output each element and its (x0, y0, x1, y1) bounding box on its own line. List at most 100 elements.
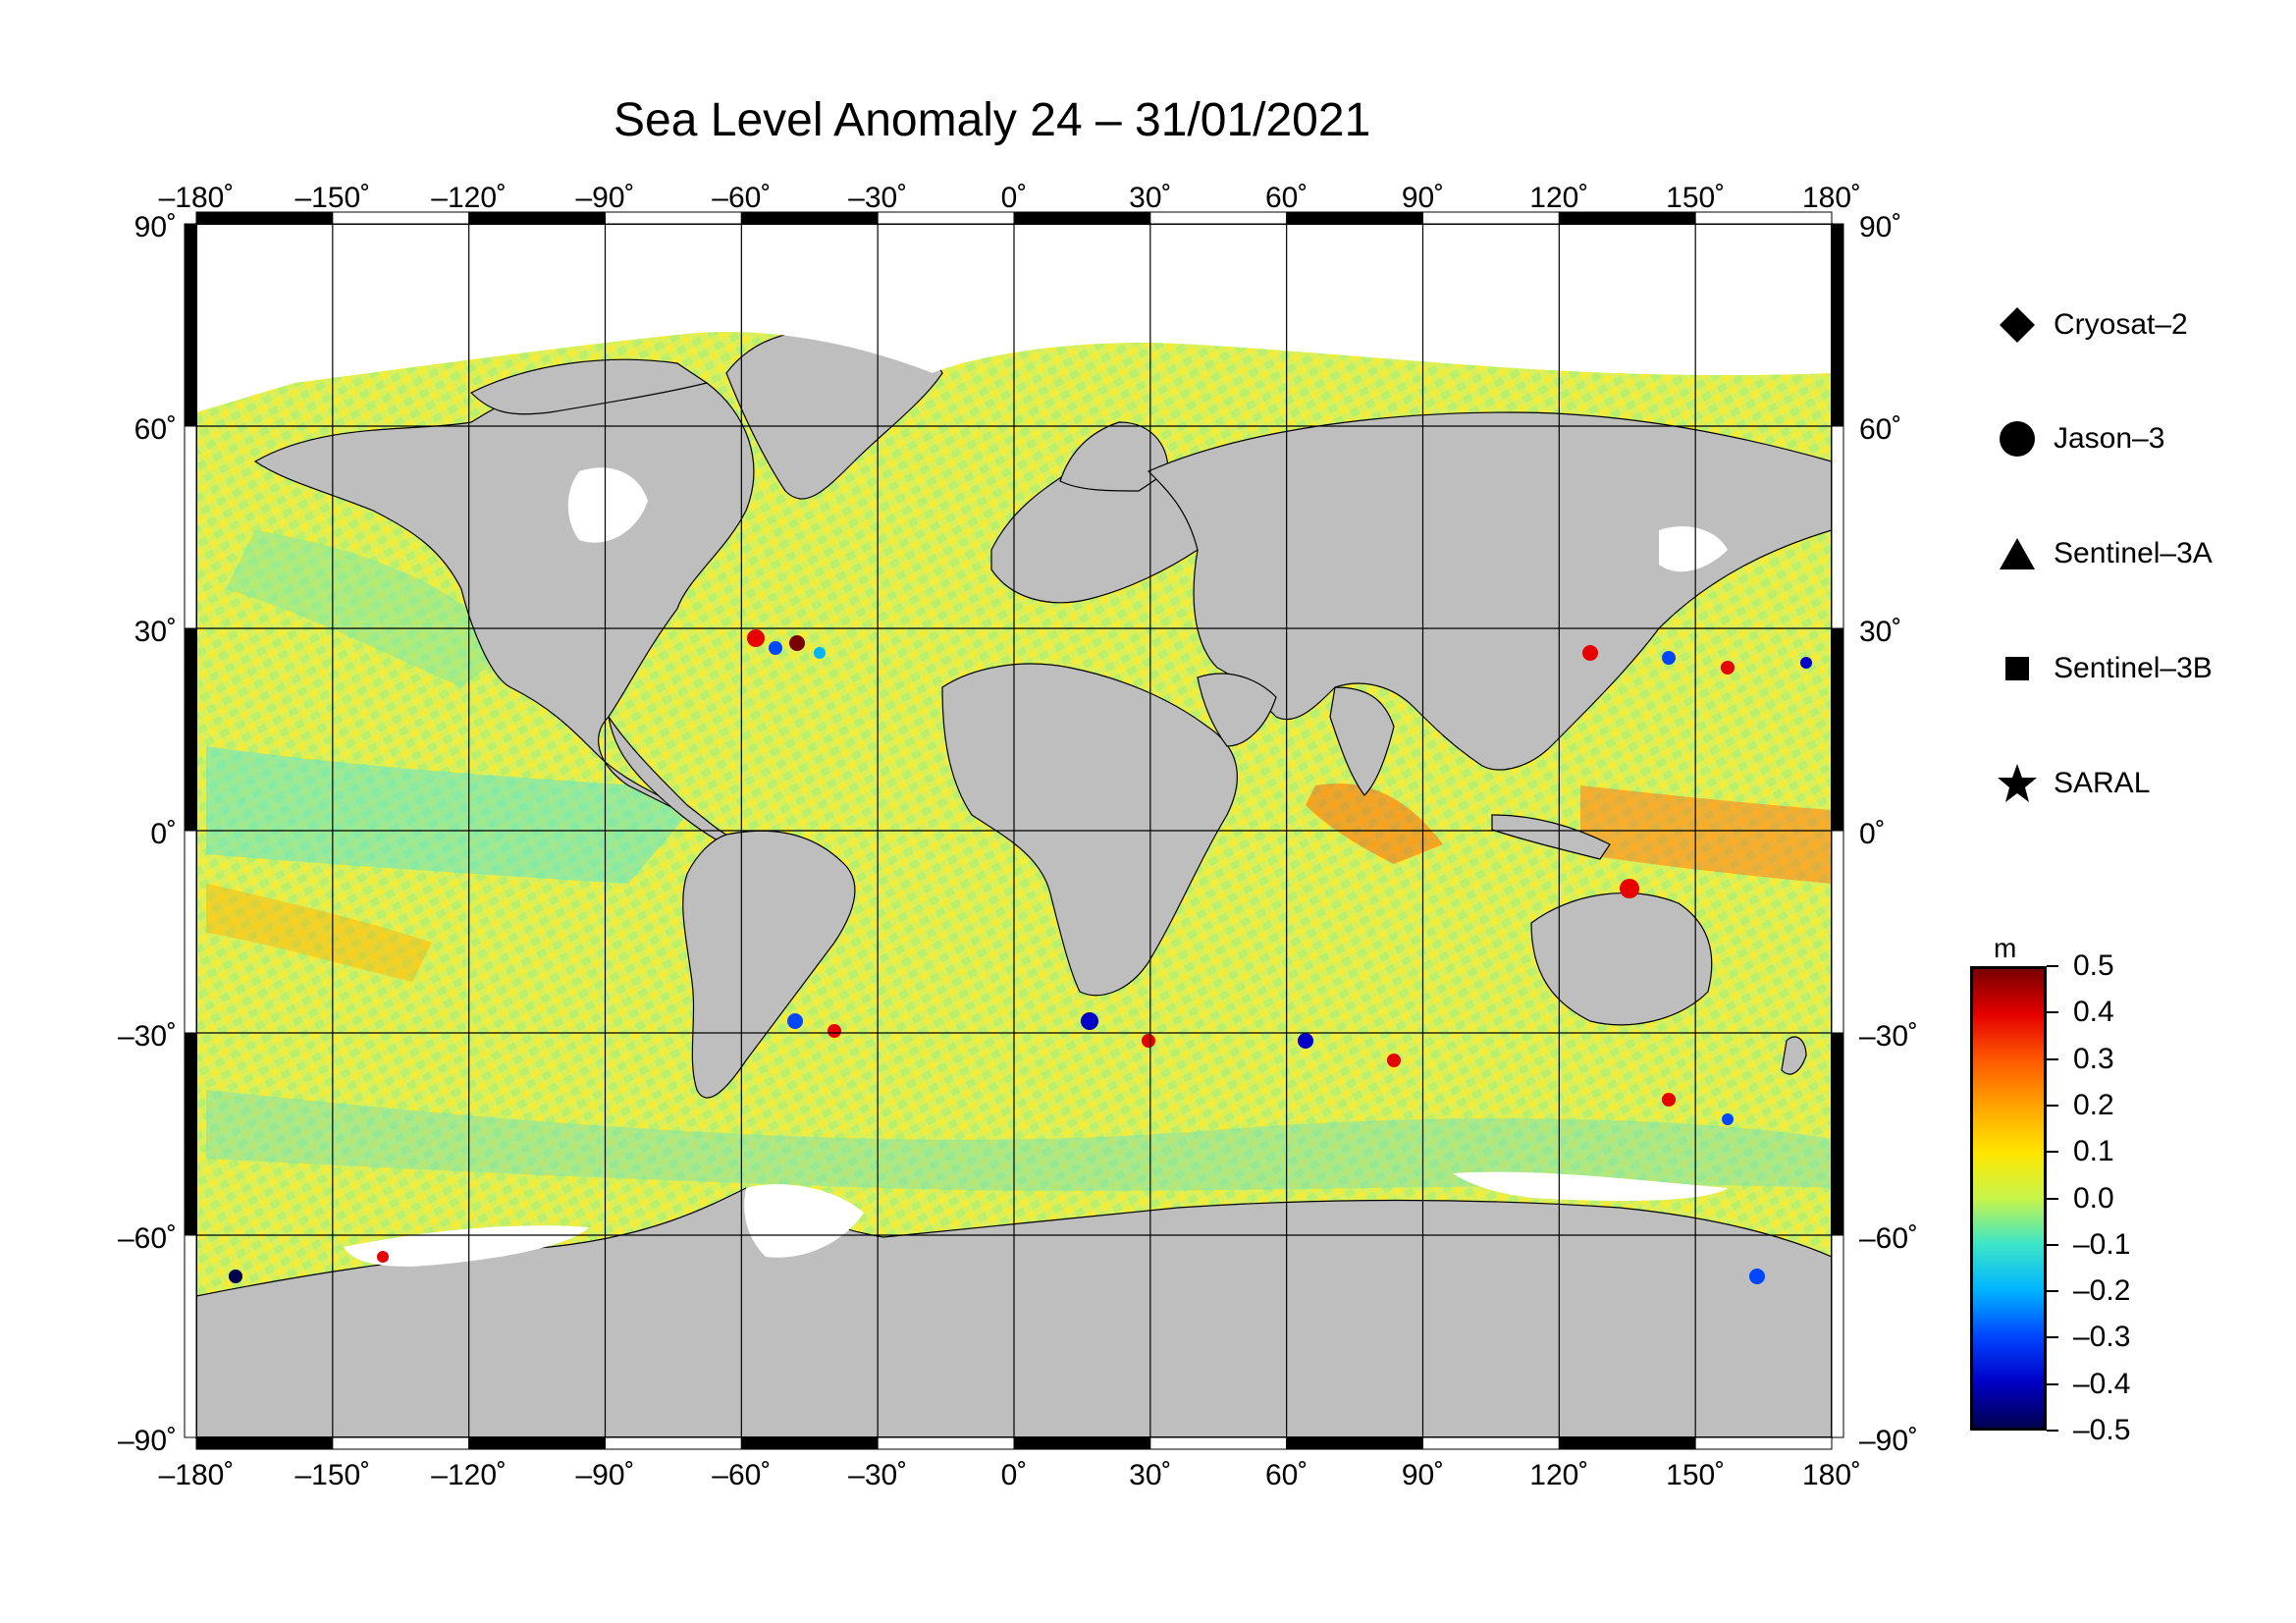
lon-tick-label: 0˚ (1001, 182, 1028, 214)
okhotsk-ice (1659, 526, 1728, 572)
lat-labels-right: 90˚ 60˚ 30˚ 0˚ –30˚ –60˚ –90˚ (1859, 211, 1918, 1457)
legend-item-cryosat-2: Cryosat–2 (1993, 300, 2188, 350)
colorbar (1970, 966, 2047, 1431)
lat-tick-label: 90˚ (134, 211, 177, 243)
frame-segment-right (1831, 223, 1844, 427)
circle-icon (1993, 414, 2042, 463)
lon-tick-label: –90˚ (575, 1459, 634, 1491)
colorbar-tick (2047, 1151, 2058, 1154)
colorbar-tick-label: –0.2 (2073, 1274, 2131, 1308)
colorbar-tick (2047, 1197, 2058, 1200)
map-title: Sea Level Anomaly 24 – 31/01/2021 (614, 94, 1371, 146)
diamond-icon (1993, 300, 2042, 350)
arabia (1197, 673, 1277, 747)
frame-segment-bottom (332, 1436, 470, 1450)
lon-tick-label: –120˚ (431, 182, 507, 214)
frame-segment-bottom (1013, 1436, 1151, 1450)
colorbar-tick-label: 0.3 (2073, 1042, 2114, 1075)
colorbar-tick-label: 0.5 (2073, 949, 2114, 982)
colorbar-tick (2047, 1011, 2058, 1014)
lat-tick-label: 90˚ (1859, 211, 1901, 243)
lat-tick-label: 30˚ (134, 616, 177, 648)
lon-tick-label: 0˚ (1001, 1459, 1028, 1491)
frame-segment-left (184, 830, 197, 1034)
frame-segment-right (1831, 1032, 1844, 1236)
colorbar-tick (2047, 965, 2058, 967)
lat-labels-left: 90˚ 60˚ 30˚ 0˚ –30˚ –60˚ –90˚ (118, 211, 177, 1457)
legend-item-sentinel-3a: Sentinel–3A (1993, 529, 2213, 578)
anomaly-speckles (229, 629, 1812, 1284)
lat-tick-label: 60˚ (1859, 413, 1901, 446)
colorbar-tick-label: 0.4 (2073, 996, 2114, 1029)
lon-tick-label: 60˚ (1265, 1459, 1308, 1491)
square-icon (1993, 644, 2042, 693)
legend-label: Sentinel–3A (2054, 537, 2213, 569)
frame-segment-bottom (1558, 1436, 1696, 1450)
india (1329, 686, 1395, 796)
colorbar-tick (2047, 1382, 2058, 1385)
triangle-icon (1993, 529, 2042, 578)
lon-tick-label: 180˚ (1802, 1459, 1861, 1491)
colorbar-tick-label: 0.1 (2073, 1135, 2114, 1168)
colorbar-tick (2047, 1243, 2058, 1246)
indian-ocean-warm (1306, 784, 1443, 864)
lon-tick-label: –30˚ (848, 182, 907, 214)
lon-tick-label: 90˚ (1402, 182, 1444, 214)
africa (941, 663, 1238, 997)
frame-segment-left (184, 1234, 197, 1438)
south-pacific-warm (206, 884, 432, 982)
lon-tick-label: 30˚ (1129, 1459, 1171, 1491)
colorbar-tick-label: –0.5 (2073, 1414, 2131, 1446)
colorbar-tick (2047, 1104, 2058, 1107)
lon-tick-label: –180˚ (159, 1459, 235, 1491)
lon-labels-top: –180˚ –150˚ –120˚ –90˚ –60˚ –30˚ 0˚ 30˚ 60˚ 90˚ 12… (159, 182, 1861, 214)
colorbar-tick (2047, 1290, 2058, 1293)
lon-tick-label: 150˚ (1666, 1459, 1725, 1491)
frame-segment-bottom (195, 1436, 334, 1450)
lon-tick-label: 120˚ (1529, 1459, 1588, 1491)
legend-label: SARAL (2054, 767, 2151, 799)
colorbar-tick-label: –0.3 (2073, 1321, 2131, 1354)
lat-tick-label: 30˚ (1859, 616, 1901, 648)
frame-segment-right (1831, 425, 1844, 629)
lon-tick-label: 90˚ (1402, 1459, 1444, 1491)
colorbar-tick (2047, 1336, 2058, 1339)
lon-labels-bottom: –180˚ –150˚ –120˚ –90˚ –60˚ –30˚ 0˚ 30˚ 60˚ 90˚ 12… (159, 1459, 1861, 1491)
indonesia (1491, 814, 1611, 860)
lat-tick-label: –90˚ (1859, 1425, 1918, 1457)
asia (1147, 411, 1832, 771)
lon-tick-label: –150˚ (294, 182, 370, 214)
eastern-pacific-low (206, 746, 687, 884)
colorbar-tick-label: –0.1 (2073, 1227, 2131, 1261)
lat-tick-label: 0˚ (150, 818, 177, 850)
lon-tick-label: –30˚ (848, 1459, 907, 1491)
frame-segment-bottom (605, 1436, 742, 1450)
colorbar-tick-label: –0.4 (2073, 1367, 2131, 1400)
north-pacific-cool (226, 530, 510, 687)
legend-label: Cryosat–2 (2054, 308, 2188, 341)
frame-segment-right (1831, 627, 1844, 832)
weddell-sea-ice (744, 1184, 864, 1258)
map-area (196, 224, 1832, 1437)
lon-tick-label: –60˚ (712, 1459, 771, 1491)
frame-segment-bottom (877, 1436, 1015, 1450)
scandinavia (1059, 421, 1169, 492)
colorbar-tick-label: 0.2 (2073, 1088, 2114, 1121)
frame-segment-bottom (1694, 1436, 1833, 1450)
new-zealand (1781, 1036, 1807, 1075)
lon-tick-label: 30˚ (1129, 182, 1171, 214)
hudson-bay-ice (567, 467, 648, 543)
lon-tick-label: –90˚ (575, 182, 634, 214)
south-america (682, 830, 856, 1099)
legend-item-saral: SARAL (1993, 759, 2150, 808)
southern-ocean-cool (206, 1090, 1832, 1191)
frame-segment-bottom (1149, 1436, 1288, 1450)
frame-segment-left (184, 223, 197, 427)
lon-tick-label: –180˚ (159, 182, 235, 214)
lat-tick-label: –90˚ (118, 1425, 177, 1457)
colorbar-tick (2047, 1430, 2058, 1432)
frame-segment-bottom (740, 1436, 879, 1450)
lon-tick-label: –150˚ (294, 1459, 370, 1491)
lon-tick-label: 180˚ (1802, 182, 1861, 214)
colorbar-unit: m (1994, 933, 2017, 963)
